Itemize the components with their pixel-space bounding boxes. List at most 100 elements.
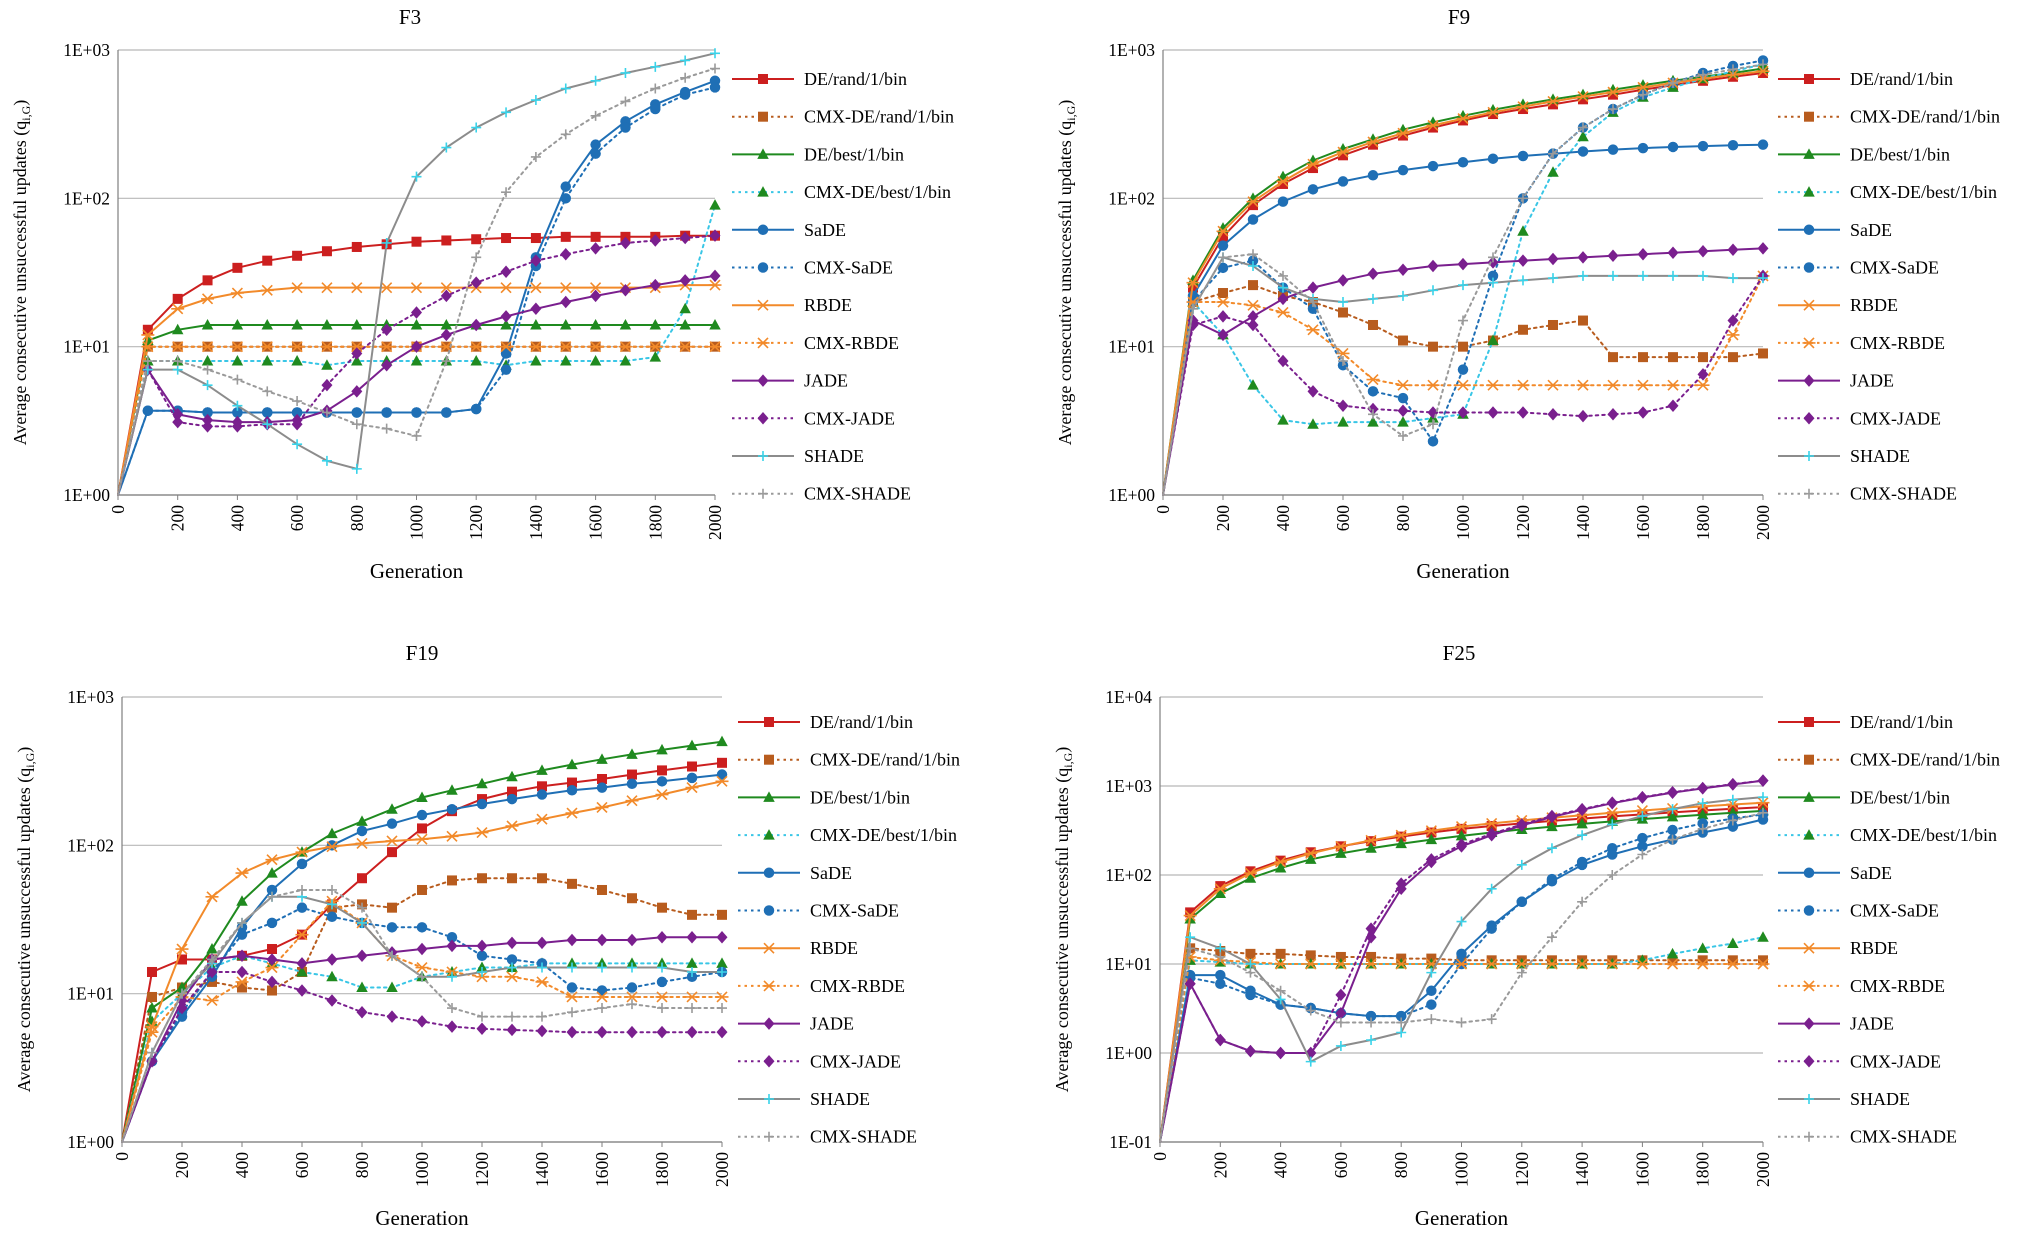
legend-label: CMX-JADE <box>1850 408 1941 428</box>
legend-label: CMX-JADE <box>804 408 895 428</box>
legend-marker <box>763 1017 775 1030</box>
data-point-cmx-sade <box>291 407 303 418</box>
data-point-shade <box>1245 959 1256 969</box>
data-point-sade <box>506 793 518 805</box>
legend-marker <box>1804 754 1814 765</box>
data-point-cmx-jade <box>500 265 512 278</box>
data-point-cmx-rbde <box>648 341 662 353</box>
legend-item-cmx-shade: CMX-SHADE <box>732 484 911 504</box>
data-point-de-rand-1-bin <box>262 255 273 266</box>
legend-item-cmx-jade: CMX-JADE <box>1778 1051 1941 1071</box>
data-point-cmx-de-best-1-bin <box>1517 225 1529 236</box>
data-point-rbde <box>260 284 274 296</box>
data-point-de-rand-1-bin <box>1278 178 1288 189</box>
data-point-rbde <box>355 837 369 849</box>
data-point-cmx-shade <box>1578 122 1588 133</box>
x-tick-label: 2000 <box>712 1152 732 1187</box>
data-point-cmx-sade <box>381 407 392 418</box>
data-point-cmx-sade <box>1395 1010 1407 1022</box>
data-point-sade <box>1247 214 1259 225</box>
x-tick-label: 1800 <box>1693 505 1713 540</box>
data-point-shade <box>1335 1040 1346 1051</box>
data-point-cmx-de-rand-1-bin <box>1248 280 1258 291</box>
legend-label: RBDE <box>810 938 858 958</box>
data-point-de-best-1-bin <box>1217 222 1229 233</box>
data-point-cmx-jade <box>172 415 184 429</box>
data-point-cmx-shade <box>1758 807 1768 818</box>
chart-panel-f9: F9 1E+00 1E+01 1E+02 1E+03 0 200 400 600 800 1000 1… <box>1055 5 2000 583</box>
data-point-jade <box>446 939 458 953</box>
data-point-cmx-rbde <box>595 991 609 1003</box>
data-point-cmx-rbde <box>350 341 364 353</box>
data-point-cmx-rbde <box>1276 306 1290 319</box>
data-point-rbde <box>559 282 573 294</box>
data-point-cmx-de-best-1-bin <box>1547 166 1559 177</box>
legend-label: CMX-RBDE <box>1850 333 1945 353</box>
data-point-cmx-rbde <box>205 994 219 1007</box>
data-point-cmx-shade <box>321 407 332 418</box>
data-point-de-rand-1-bin <box>1456 823 1467 834</box>
data-point-sade <box>1637 142 1649 154</box>
data-point-sade <box>656 776 668 787</box>
data-point-jade <box>590 289 602 303</box>
data-point-cmx-jade <box>1667 399 1679 412</box>
data-point-jade <box>566 933 578 947</box>
legend-label: CMX-DE/best/1/bin <box>1850 825 1997 845</box>
data-point-cmx-jade <box>716 1025 728 1039</box>
data-point-de-rand-1-bin <box>1518 104 1528 115</box>
data-point-sade <box>1427 160 1439 172</box>
data-point-cmx-rbde <box>1666 958 1680 970</box>
data-point-cmx-shade <box>627 999 637 1010</box>
data-point-cmx-de-best-1-bin <box>291 355 303 366</box>
legend-marker <box>1803 1055 1815 1068</box>
data-point-cmx-rbde <box>708 341 722 353</box>
data-point-cmx-jade <box>1727 314 1739 327</box>
legend-label: CMX-DE/rand/1/bin <box>1850 107 2000 127</box>
data-point-cmx-rbde <box>1606 379 1620 391</box>
legend-marker <box>762 942 776 954</box>
data-point-shade <box>657 962 667 973</box>
data-point-cmx-jade <box>1606 796 1618 809</box>
legend-marker <box>762 980 776 992</box>
data-point-jade <box>1277 292 1289 306</box>
data-point-cmx-rbde <box>1605 958 1619 970</box>
data-point-cmx-sade <box>620 122 631 133</box>
data-point-shade <box>567 962 577 973</box>
data-point-shade <box>537 962 547 973</box>
data-point-cmx-de-rand-1-bin <box>1305 950 1316 961</box>
data-point-cmx-rbde <box>469 341 483 353</box>
data-point-cmx-shade <box>447 1003 457 1014</box>
data-point-cmx-sade <box>1426 999 1437 1010</box>
data-point-cmx-shade <box>471 252 482 263</box>
data-point-cmx-jade <box>536 1024 548 1038</box>
data-point-de-best-1-bin <box>291 318 303 330</box>
data-point-cmx-de-best-1-bin <box>1757 931 1769 942</box>
legend-marker <box>1804 488 1814 499</box>
data-point-cmx-shade <box>417 971 427 982</box>
data-point-de-best-1-bin <box>146 1002 158 1013</box>
data-point-rbde <box>350 282 364 294</box>
chart-panel-f19: F19 1E+00 1E+01 1E+02 1E+03 0 200 400 600 800 1000… <box>14 641 960 1230</box>
data-point-shade <box>447 971 457 982</box>
legend-marker <box>764 1094 774 1104</box>
data-point-de-rand-1-bin <box>1368 139 1378 150</box>
data-point-cmx-shade <box>411 430 422 441</box>
data-point-jade <box>1247 310 1259 323</box>
data-point-de-best-1-bin <box>321 318 333 330</box>
x-tick-label: 800 <box>1393 505 1413 532</box>
data-point-cmx-rbde <box>1486 379 1500 391</box>
data-point-sade <box>266 884 278 896</box>
legend-marker <box>1803 905 1815 916</box>
data-point-de-best-1-bin <box>416 791 428 803</box>
data-point-cmx-rbde <box>1636 379 1650 391</box>
series-line-cmx-rbde <box>117 345 716 496</box>
data-point-cmx-shade <box>620 96 631 107</box>
legend-item-de-rand-1-bin: DE/rand/1/bin <box>1778 712 1953 732</box>
data-point-de-rand-1-bin <box>1398 130 1408 141</box>
data-point-cmx-de-best-1-bin <box>560 355 572 366</box>
data-point-cmx-sade <box>232 407 243 418</box>
data-point-cmx-shade <box>650 83 661 94</box>
data-point-cmx-shade <box>1338 356 1348 367</box>
data-point-cmx-de-best-1-bin <box>231 355 244 366</box>
data-point-shade <box>680 55 691 66</box>
